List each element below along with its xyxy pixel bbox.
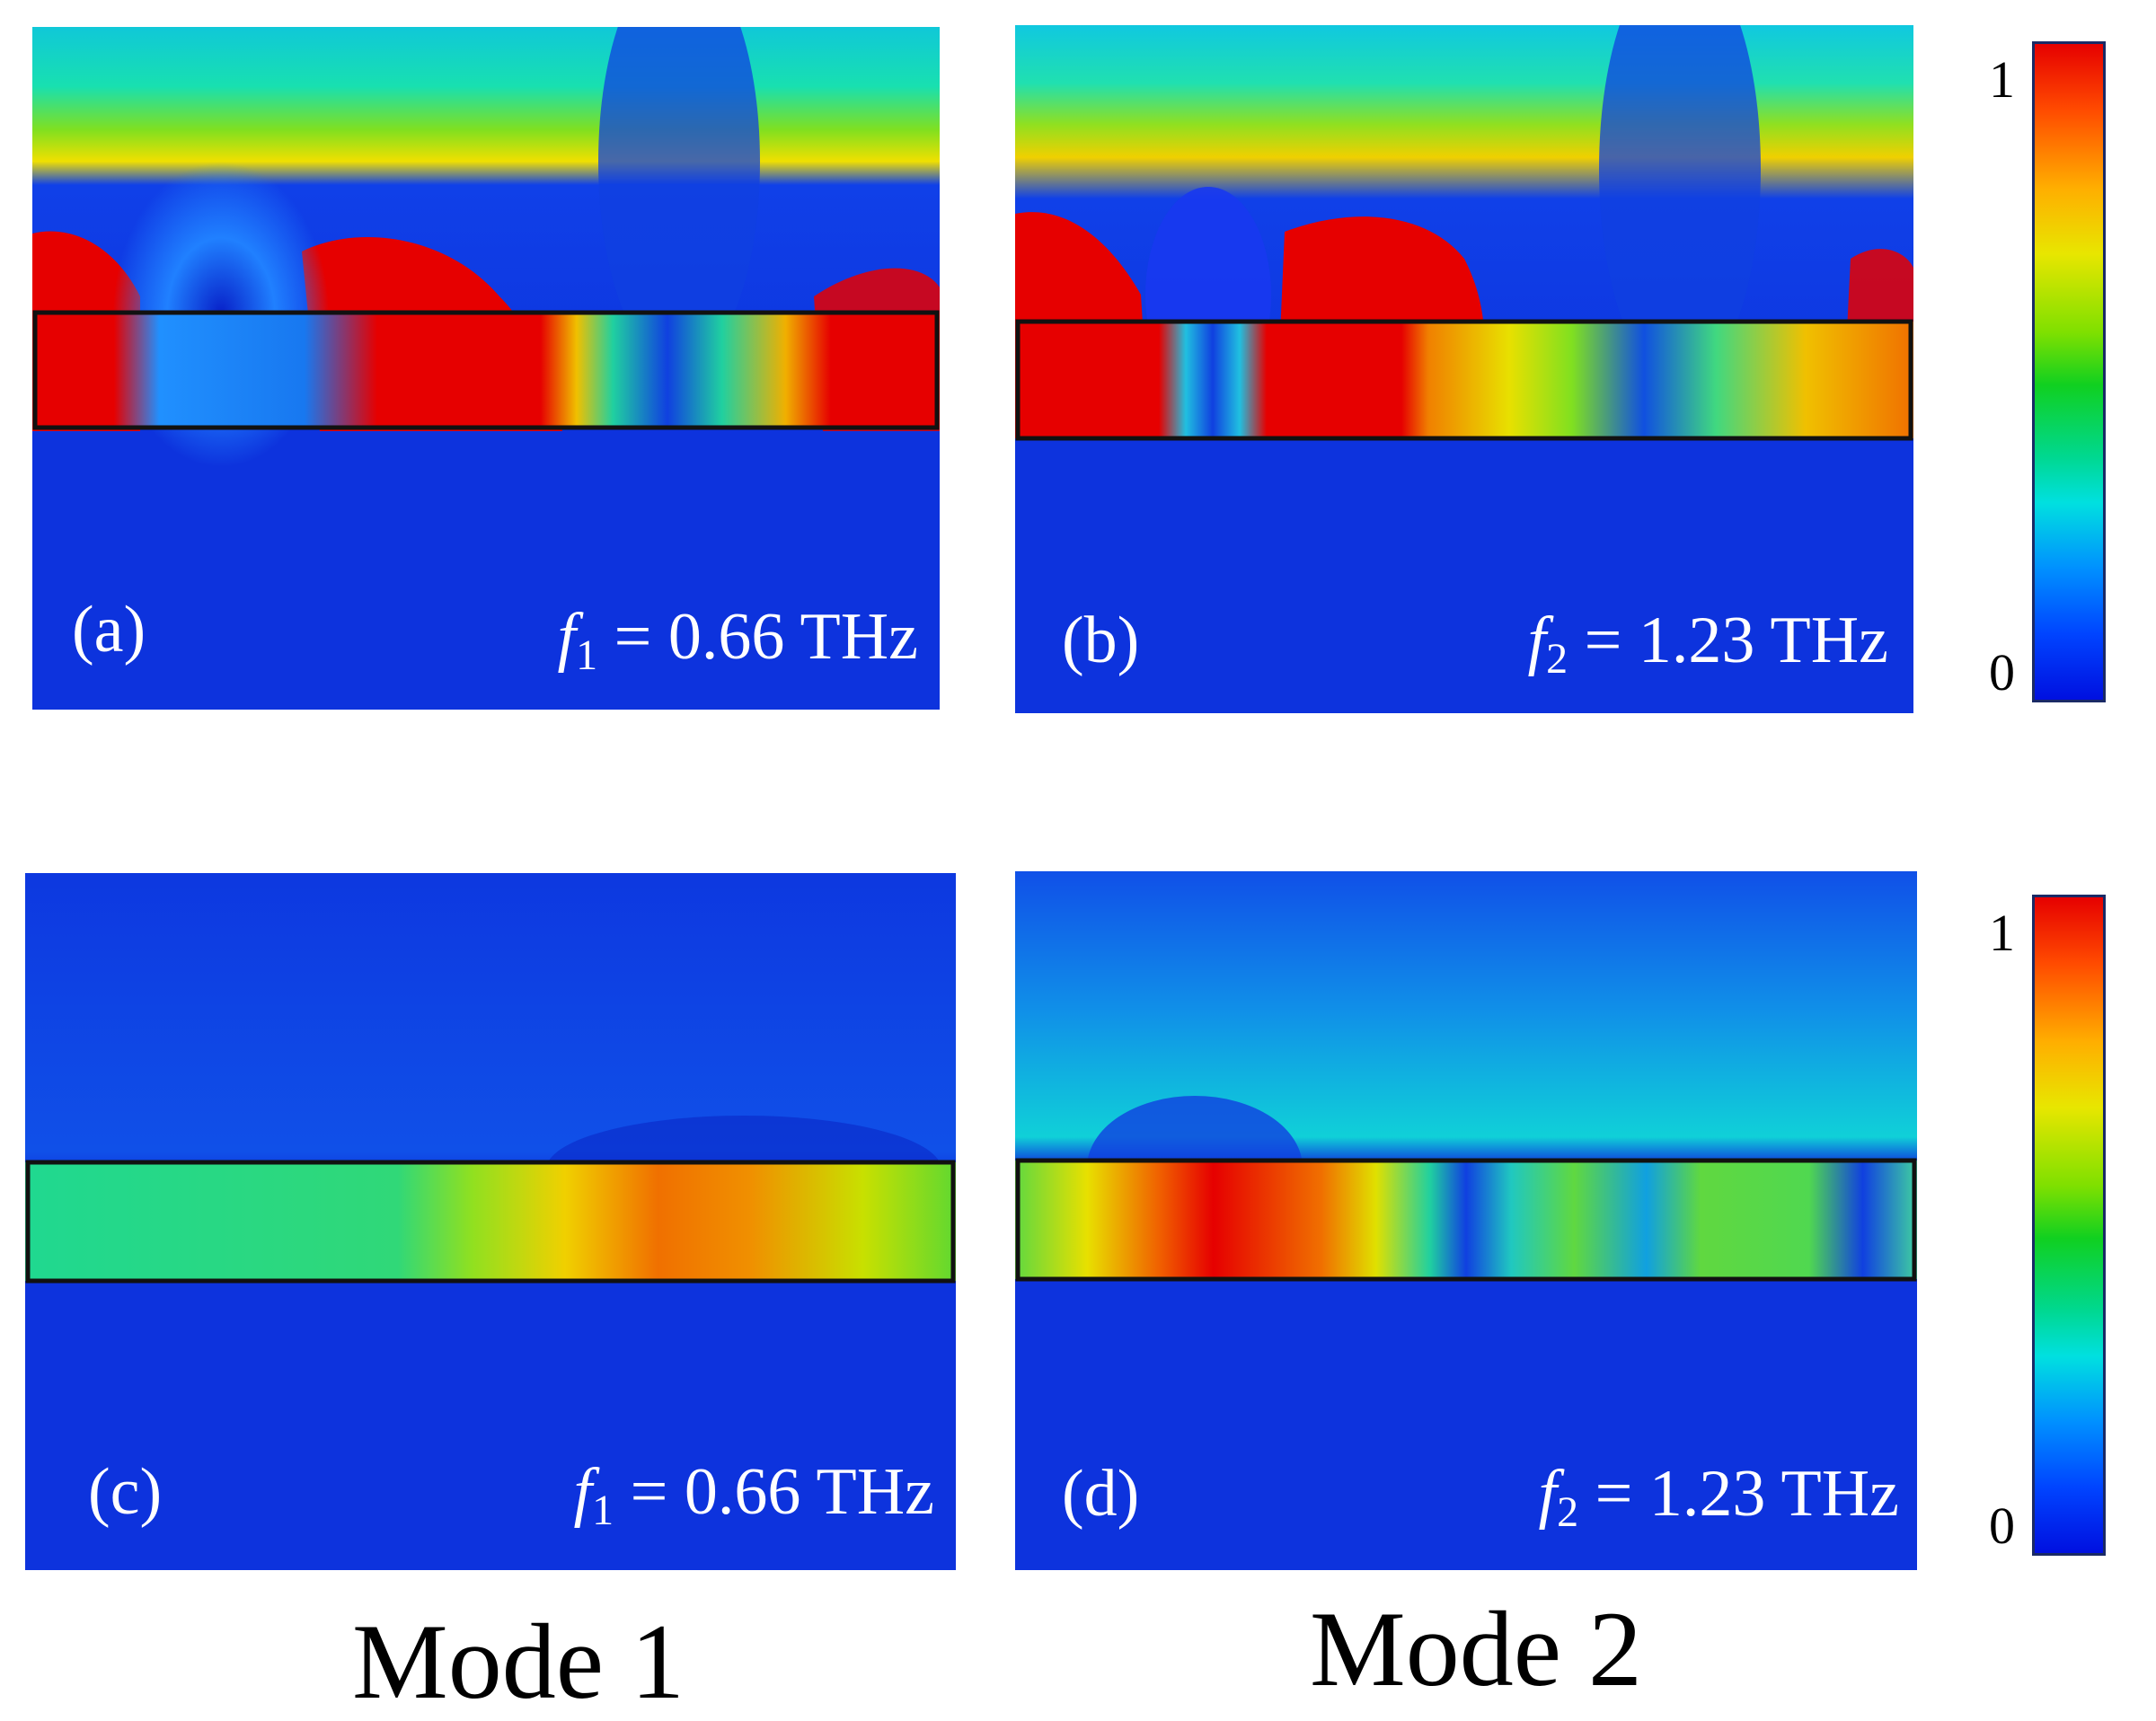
colorbar-top-max: 1 [1989,50,2015,109]
panel-b: (b) f2 = 1.23 THz [1015,25,1913,713]
frequency-value: = 1.23 THz [1584,604,1888,677]
frequency-subscript: 2 [1546,635,1568,683]
frequency-label: f1 = 0.66 THz [558,604,918,677]
frequency-symbol: f [573,1455,593,1529]
frequency-subscript: 2 [1557,1488,1579,1536]
slab-outline [25,1160,956,1284]
colorbar-top-min: 0 [1989,643,2015,702]
frequency-symbol: f [1538,1457,1558,1531]
mode-1-label: Mode 1 [352,1602,685,1721]
field-map-a [32,27,940,710]
field-map-c [25,873,956,1570]
frequency-value: = 0.66 THz [614,600,918,674]
panel-a: (a) f1 = 0.66 THz [32,27,940,710]
panel-label: (d) [1062,1457,1140,1531]
mode-2-label: Mode 2 [1310,1589,1642,1708]
colorbar-bottom-max: 1 [1989,904,2015,962]
frequency-symbol: f [1527,604,1547,677]
slab-outline [1015,319,1913,441]
frequency-value: = 1.23 THz [1595,1457,1899,1531]
colorbar-bottom-min: 0 [1989,1496,2015,1555]
frequency-subscript: 1 [576,631,598,679]
colorbar-top [2032,41,2106,702]
colorbar-bottom [2032,895,2106,1556]
panel-c: (c) f1 = 0.66 THz [25,873,956,1570]
frequency-subscript: 1 [592,1487,614,1534]
panel-d: (d) f2 = 1.23 THz [1015,871,1917,1570]
panel-label: (b) [1062,604,1140,677]
frequency-label: f2 = 1.23 THz [1528,607,1888,681]
panel-label: (c) [88,1455,163,1529]
field-map-b [1015,25,1913,713]
frequency-label: f2 = 1.23 THz [1539,1461,1899,1534]
panel-label: (a) [72,593,146,666]
frequency-value: = 0.66 THz [630,1455,934,1529]
slab-outline [1015,1158,1917,1282]
field-map-d [1015,871,1917,1570]
frequency-symbol: f [557,600,577,674]
slab-outline [32,310,940,430]
frequency-label: f1 = 0.66 THz [574,1459,934,1532]
